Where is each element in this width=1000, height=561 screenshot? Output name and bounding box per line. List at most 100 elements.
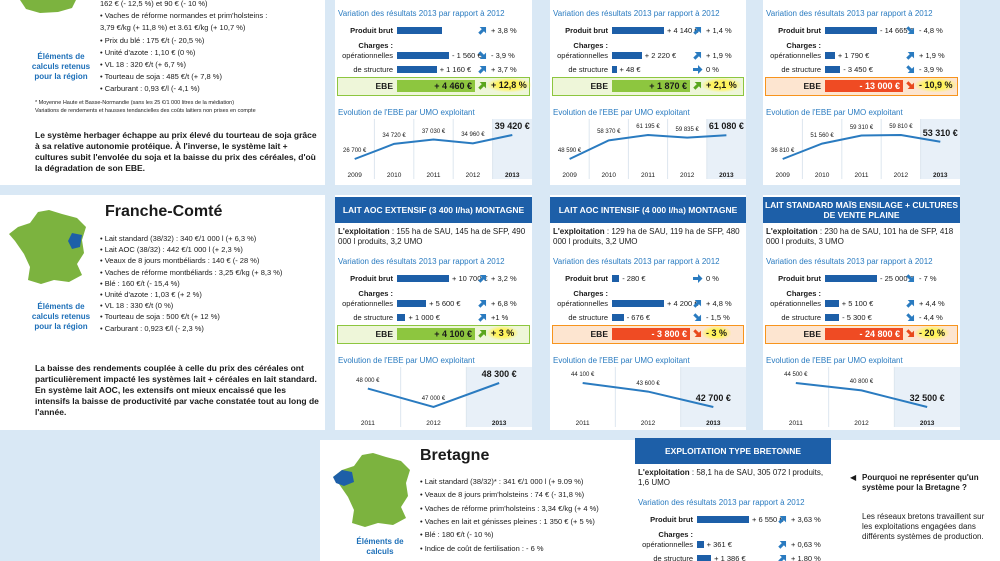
exploitation-label: L'exploitation <box>638 468 690 477</box>
exploitation-label: L'exploitation <box>766 227 818 236</box>
row-label: Charges : <box>786 41 821 50</box>
row-label: Charges : <box>573 289 608 298</box>
row-label: Produit brut <box>350 274 393 283</box>
year-label: 2013 <box>919 420 935 427</box>
map <box>9 210 86 284</box>
point-label: 59 810 € <box>889 124 913 130</box>
list-item: Vaches en lait et génisses pleines : 1 3… <box>420 517 595 527</box>
point-label: 42 700 € <box>695 393 731 403</box>
row-pct: +1 % <box>491 313 509 322</box>
list-item: VL 18 : 330 €/t (0 %) <box>100 301 174 311</box>
arrow-icon <box>693 81 702 90</box>
year-label: 2013 <box>719 172 734 179</box>
year-label: 2011 <box>788 420 803 427</box>
row-value: + 1 790 € <box>837 51 870 60</box>
bar <box>612 27 664 34</box>
region-title: Bretagne <box>420 447 490 464</box>
row-pct: - 1,5 % <box>706 313 730 322</box>
exploitation: L'exploitation : 58,1 ha de SAU, 305 072… <box>638 468 826 488</box>
row-label: Charges : <box>358 41 393 50</box>
arrow-icon <box>693 299 702 308</box>
bar <box>697 555 712 561</box>
paragraph: Le système herbager échappe au prix élev… <box>35 130 317 173</box>
bar <box>825 300 839 307</box>
arrow-icon <box>478 274 487 283</box>
row-label: Produit brut <box>565 274 608 283</box>
row-pct: + 1,4 % <box>706 26 732 35</box>
list-item: Veaux de 8 jours prim'holsteins : 74 € (… <box>420 490 584 500</box>
point-label: 58 370 € <box>597 129 621 136</box>
arrow-icon: ◀ <box>850 473 857 482</box>
row-label: opérationnelles <box>557 51 608 60</box>
row-pct: - 4,4 % <box>919 313 943 322</box>
list-item: Blé : 180 €/t (- 10 %) <box>420 530 494 540</box>
row-pct: 0 % <box>706 65 719 74</box>
row-label: de structure <box>353 313 393 322</box>
point-label: 48 300 € <box>481 369 517 379</box>
bar <box>397 27 442 34</box>
row-pct: 0 % <box>706 274 719 283</box>
list-item: Lait standard (38/32) : 340 €/1 000 l (+… <box>100 234 257 244</box>
bar <box>825 66 841 73</box>
arrow-icon <box>693 329 702 338</box>
point-label: 59 310 € <box>849 124 874 131</box>
arrow-icon <box>478 51 487 60</box>
arrow-icon <box>778 540 787 549</box>
row-pct: + 1,9 % <box>919 51 945 60</box>
year-label: 2013 <box>505 172 520 179</box>
list-item: Vaches de réforme montbéliards : 3,25 €/… <box>100 268 283 278</box>
point-label: 43 600 € <box>636 380 660 387</box>
row-pct: + 4,8 % <box>706 299 732 308</box>
exploitation-label: L'exploitation <box>553 227 605 236</box>
list-item: Vaches de réforme normandes et prim'hols… <box>100 11 268 21</box>
year-label: 2012 <box>893 172 909 179</box>
point-label: 48 000 € <box>356 377 380 384</box>
ebe-pct: - 10,9 % <box>915 78 957 92</box>
row-label: Charges : <box>658 530 693 539</box>
variation-title: Variation des résultats 2013 par rapport… <box>638 498 805 507</box>
arrow-icon <box>906 313 915 322</box>
ebe-value: + 4 100 € <box>397 328 475 340</box>
point-label: 39 420 € <box>494 121 530 131</box>
bar <box>697 516 749 523</box>
row-label: Produit brut <box>778 26 821 35</box>
row-value: + 5 100 € <box>841 299 874 308</box>
row-pct: + 1,9 % <box>706 51 732 60</box>
row-label: EBE <box>590 81 608 91</box>
year-label: 2012 <box>679 172 695 179</box>
row-label: de structure <box>781 65 821 74</box>
list-item: Unité d'azote : 1,10 € (0 %) <box>100 48 196 58</box>
row-label: EBE <box>803 81 821 91</box>
exploitation-text: : 129 ha de SAU, 119 ha de SFP, 480 000 … <box>553 227 740 246</box>
note-text: Les réseaux bretons travaillent sur les … <box>862 512 985 541</box>
footnote: * Moyenne Haute et Basse-Normandie (sans… <box>35 100 235 106</box>
evolution-title: Evolution de l'EBE par UMO exploitant <box>553 108 690 117</box>
point-label: 47 000 € <box>421 396 446 402</box>
row-value: - 14 665 € <box>880 26 914 35</box>
row-value: + 6 550 € <box>752 515 784 524</box>
point-label: 44 500 € <box>784 372 808 378</box>
side-label: Éléments de calculs retenus pour la régi… <box>31 302 91 331</box>
row-value: + 361 € <box>706 540 732 549</box>
bar <box>397 300 427 307</box>
bar <box>825 314 840 321</box>
line-chart <box>782 119 960 179</box>
arrow-icon <box>478 299 487 308</box>
card-header: LAIT AOC INTENSIF (4 000 l/ha) MONTAGNE <box>550 197 746 223</box>
row-label: de structure <box>568 65 608 74</box>
year-label: 2009 <box>775 172 790 179</box>
row-value: + 2 220 € <box>644 51 677 60</box>
list-item: 3,79 €/kg (+ 11,8 %) et 3.61 €/kg (+ 10,… <box>100 23 246 33</box>
row-label: opérationnelles <box>342 299 393 308</box>
arrow-icon <box>478 26 487 35</box>
line-chart <box>354 119 532 179</box>
variation-title: Variation des résultats 2013 par rapport… <box>553 9 720 18</box>
list-item: Carburant : 0,923 €/l (- 2,3 %) <box>100 324 204 334</box>
row-label: Produit brut <box>350 26 393 35</box>
row-value: + 1 160 € <box>439 65 472 74</box>
bar <box>612 314 624 321</box>
exploitation: L'exploitation : 129 ha de SAU, 119 ha d… <box>553 227 741 247</box>
row-label: EBE <box>375 329 393 339</box>
arrow-icon <box>906 274 915 283</box>
